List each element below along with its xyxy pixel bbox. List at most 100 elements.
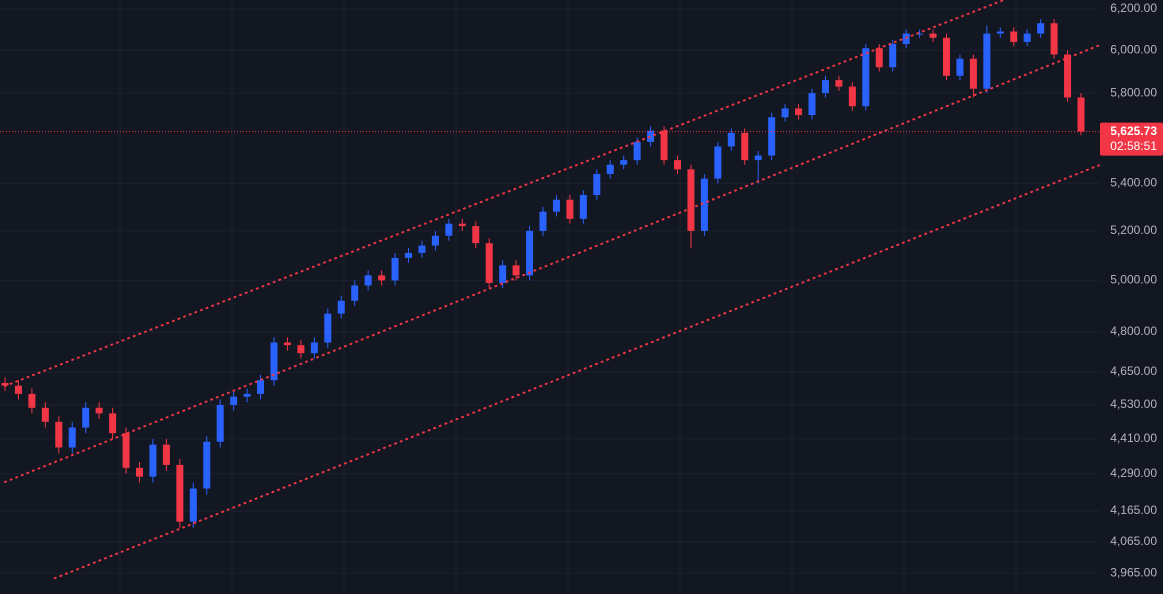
candle-body: [700, 178, 708, 231]
candle-body: [364, 275, 372, 286]
candle-body: [862, 48, 870, 107]
candle-body: [969, 58, 977, 89]
trendline: [53, 163, 1100, 580]
candle-body: [14, 385, 22, 394]
candle-body: [82, 407, 90, 428]
candle-body: [674, 160, 681, 170]
y-tick-label: 5,200.00: [1110, 223, 1157, 237]
candle-body: [95, 407, 103, 414]
last-price-badge: [1100, 122, 1163, 156]
candle-body: [889, 44, 897, 68]
candle-body: [243, 393, 251, 397]
y-tick-label: 4,290.00: [1110, 466, 1157, 480]
y-tick-label: 4,530.00: [1110, 397, 1157, 411]
candle-body: [297, 345, 305, 354]
price-axis: 6,200.00 6,000.00 5,800.00 5,400.00 5,200.00…: [1110, 1, 1157, 579]
trendline: [4, 0, 1007, 387]
candle-body: [929, 33, 937, 38]
candle-body: [1023, 33, 1031, 42]
candle-body: [337, 300, 345, 314]
candle-body: [660, 130, 668, 161]
candle-body: [28, 393, 36, 408]
vertical-grid: [119, 0, 1017, 594]
candle-body: [808, 93, 816, 116]
candle-body: [324, 313, 332, 343]
candle-body: [431, 235, 439, 246]
candle-body: [351, 285, 359, 301]
candle-body: [109, 413, 117, 434]
y-tick-label: 3,965.00: [1110, 565, 1157, 579]
candle-body: [943, 37, 950, 76]
candle-body: [310, 342, 318, 354]
candle-body: [552, 199, 560, 212]
candle-body: [714, 146, 722, 179]
candle-body: [835, 80, 843, 87]
candle-body: [606, 164, 614, 174]
y-tick-label: 4,165.00: [1110, 503, 1157, 517]
candle-body: [647, 130, 655, 142]
candle-body: [526, 230, 534, 276]
candle-body: [230, 396, 238, 406]
candle-body: [902, 33, 910, 45]
candle-body: [1037, 23, 1045, 34]
candle-body: [727, 132, 735, 147]
candle-body: [539, 211, 547, 231]
candle-body: [472, 226, 480, 244]
candle-body: [136, 467, 143, 477]
candle-body: [1064, 54, 1072, 98]
candle-body: [203, 441, 211, 489]
candle-body: [162, 444, 170, 465]
candle-body: [122, 433, 130, 468]
candle-body: [875, 48, 883, 68]
candle-body: [1010, 31, 1018, 42]
candle-body: [821, 80, 829, 94]
candle-body: [378, 275, 386, 281]
candle-body: [848, 86, 856, 107]
candle-body: [741, 132, 749, 161]
candle-body: [566, 199, 574, 219]
candle-body: [485, 243, 493, 283]
trendline: [4, 44, 1100, 483]
y-tick-label: 4,410.00: [1110, 431, 1157, 445]
candle-body: [620, 160, 628, 165]
candle-body: [1077, 97, 1085, 132]
candle-body: [795, 108, 803, 116]
y-tick-label: 5,000.00: [1110, 273, 1157, 287]
candle-body: [68, 427, 76, 448]
candle-body: [216, 405, 224, 442]
y-tick-label: 4,650.00: [1110, 364, 1157, 378]
candle-body: [754, 155, 762, 161]
grid: [0, 8, 1100, 574]
y-tick-label: 6,200.00: [1110, 1, 1157, 15]
countdown: 02:58:51: [1110, 139, 1157, 153]
y-tick-label: 4,800.00: [1110, 324, 1157, 338]
candle-body: [687, 169, 695, 231]
candle-body: [768, 117, 776, 156]
candle-body: [189, 488, 197, 522]
candle-body: [983, 33, 991, 89]
candle-body: [1050, 23, 1058, 55]
candle-body: [176, 464, 184, 522]
candle-body: [996, 31, 1004, 34]
candle-body: [257, 380, 265, 394]
candle-body: [499, 265, 507, 283]
candle-body: [41, 407, 49, 422]
candle-body: [149, 444, 157, 477]
y-tick-label: 6,000.00: [1110, 42, 1157, 56]
candle-body: [445, 223, 453, 236]
candle-body: [418, 245, 426, 253]
y-tick-label: 4,065.00: [1110, 534, 1157, 548]
candle-body: [55, 421, 63, 448]
candle-body: [579, 195, 587, 219]
plot-area: [1, 0, 1100, 580]
last-price-label: 5,625.73: [1110, 124, 1157, 138]
candle-body: [283, 342, 291, 346]
candle-body: [781, 108, 789, 118]
candle-body: [512, 265, 520, 276]
candle-body: [270, 342, 278, 381]
y-tick-label: 5,400.00: [1110, 175, 1157, 189]
candle-body: [1, 382, 9, 386]
candle-body: [405, 252, 412, 258]
